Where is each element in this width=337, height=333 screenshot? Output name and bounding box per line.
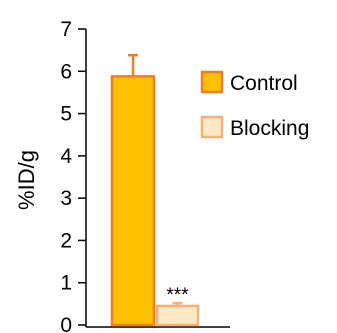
y-axis-title: %ID/g [14, 150, 39, 210]
y-tick-label: 6 [60, 60, 72, 83]
bar-blocking [155, 304, 200, 327]
legend: Control Blocking [200, 70, 309, 140]
bars [86, 53, 230, 328]
legend-label: Blocking [230, 117, 309, 140]
bar-control [110, 75, 156, 327]
y-tick-label: 7 [60, 18, 72, 41]
legend-swatch [200, 70, 224, 94]
y-tick-label: 0 [60, 314, 72, 333]
y-tick-label: 4 [60, 145, 72, 168]
y-tick-label: 5 [60, 103, 72, 126]
y-tick-label: 3 [60, 187, 72, 210]
legend-swatch [200, 115, 224, 139]
significance-annotation: *** [166, 285, 189, 306]
y-axis: 0 1 2 3 4 5 6 7 [60, 18, 87, 333]
y-tick-label: 1 [60, 272, 72, 295]
legend-label: Control [230, 72, 298, 95]
y-tick-label: 2 [60, 229, 72, 252]
